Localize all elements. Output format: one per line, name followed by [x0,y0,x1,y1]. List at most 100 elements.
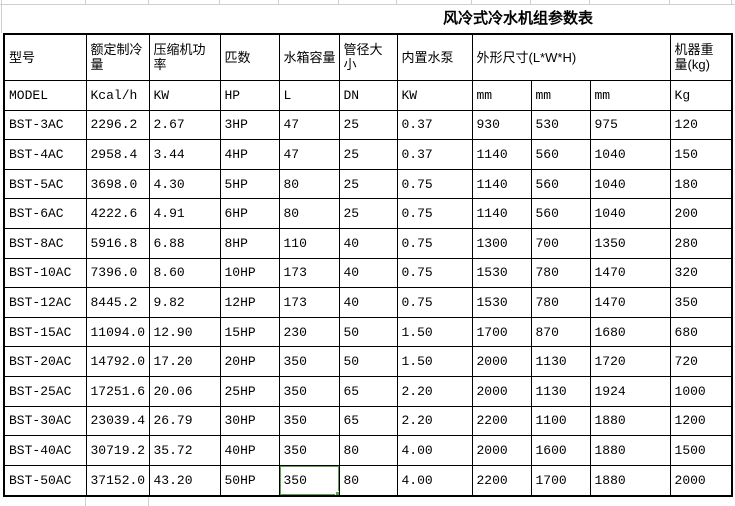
value-cell[interactable]: 173 [278,257,340,289]
value-cell[interactable]: 30HP [219,405,280,437]
value-cell[interactable]: 5HP [219,168,280,200]
value-cell[interactable]: 20.06 [148,375,221,407]
value-cell[interactable]: 2000 [471,435,532,466]
value-cell[interactable]: 12HP [219,287,280,318]
value-cell[interactable]: 50 [338,316,398,348]
value-cell[interactable]: 1600 [530,435,591,466]
value-cell[interactable]: 530 [530,109,591,141]
model-cell[interactable]: BST-15AC [3,316,87,348]
value-cell[interactable]: 2000 [471,375,532,407]
value-cell[interactable]: 120 [669,109,733,141]
value-cell[interactable]: 0.75 [396,168,473,200]
value-cell[interactable]: 4HP [219,139,280,170]
value-cell[interactable]: 2000 [669,464,733,497]
value-cell[interactable]: 30719.2 [85,435,150,466]
value-cell[interactable]: 1040 [589,139,671,170]
value-cell[interactable]: 0.75 [396,257,473,289]
value-cell[interactable]: 1880 [589,464,671,497]
value-cell[interactable]: 720 [669,346,733,377]
value-cell[interactable]: 560 [530,139,591,170]
value-cell[interactable]: 320 [669,257,733,289]
value-cell[interactable]: 780 [530,287,591,318]
value-cell[interactable]: 40 [338,287,398,318]
value-cell[interactable]: 7396.0 [85,257,150,289]
value-cell[interactable]: 2200 [471,405,532,437]
value-cell[interactable]: 1000 [669,375,733,407]
value-cell[interactable]: 26.79 [148,405,221,437]
unit-header[interactable]: KW [148,79,221,111]
unit-header[interactable]: DN [338,79,398,111]
column-header[interactable]: 外形尺寸(L*W*H) [471,33,671,81]
value-cell[interactable]: 180 [669,168,733,200]
unit-header[interactable]: MODEL [3,79,87,111]
value-cell[interactable]: 230 [278,316,340,348]
unit-header[interactable]: Kcal/h [85,79,150,111]
value-cell[interactable]: 8HP [219,227,280,259]
value-cell[interactable]: 350 [669,287,733,318]
value-cell[interactable]: 1140 [471,139,532,170]
value-cell[interactable]: 1300 [471,227,532,259]
value-cell[interactable]: 37152.0 [85,464,150,497]
value-cell[interactable]: 350 [278,405,340,437]
value-cell[interactable]: 1130 [530,346,591,377]
value-cell[interactable]: 2958.4 [85,139,150,170]
value-cell[interactable]: 0.37 [396,139,473,170]
value-cell[interactable]: 50HP [219,464,280,497]
value-cell[interactable]: 1700 [530,464,591,497]
value-cell[interactable]: 80 [338,435,398,466]
value-cell[interactable]: 0.75 [396,227,473,259]
value-cell[interactable]: 40 [338,257,398,289]
value-cell[interactable]: 35.72 [148,435,221,466]
model-cell[interactable]: BST-8AC [3,227,87,259]
value-cell[interactable]: 560 [530,198,591,229]
value-cell[interactable]: 40 [338,227,398,259]
value-cell[interactable]: 1130 [530,375,591,407]
value-cell[interactable]: 6HP [219,198,280,229]
value-cell[interactable]: 1.50 [396,316,473,348]
selected-cell[interactable]: 350 [278,464,340,497]
value-cell[interactable]: 1040 [589,198,671,229]
value-cell[interactable]: 0.75 [396,287,473,318]
value-cell[interactable]: 150 [669,139,733,170]
value-cell[interactable]: 65 [338,405,398,437]
value-cell[interactable]: 780 [530,257,591,289]
value-cell[interactable]: 2200 [471,464,532,497]
column-header[interactable]: 型号 [3,33,87,81]
value-cell[interactable]: 0.75 [396,198,473,229]
value-cell[interactable]: 80 [278,198,340,229]
unit-header[interactable]: mm [471,79,532,111]
value-cell[interactable]: 1680 [589,316,671,348]
model-cell[interactable]: BST-3AC [3,109,87,141]
unit-header[interactable]: HP [219,79,280,111]
value-cell[interactable]: 3HP [219,109,280,141]
value-cell[interactable]: 3.44 [148,139,221,170]
value-cell[interactable]: 1880 [589,405,671,437]
value-cell[interactable]: 930 [471,109,532,141]
value-cell[interactable]: 1470 [589,287,671,318]
value-cell[interactable]: 1100 [530,405,591,437]
value-cell[interactable]: 12.90 [148,316,221,348]
value-cell[interactable]: 17251.6 [85,375,150,407]
model-cell[interactable]: BST-30AC [3,405,87,437]
value-cell[interactable]: 17.20 [148,346,221,377]
value-cell[interactable]: 25 [338,168,398,200]
value-cell[interactable]: 50 [338,346,398,377]
value-cell[interactable]: 8.60 [148,257,221,289]
value-cell[interactable]: 20HP [219,346,280,377]
value-cell[interactable]: 15HP [219,316,280,348]
value-cell[interactable]: 25HP [219,375,280,407]
value-cell[interactable]: 1530 [471,257,532,289]
model-cell[interactable]: BST-40AC [3,435,87,466]
column-header[interactable]: 内置水泵 [396,33,473,81]
value-cell[interactable]: 280 [669,227,733,259]
value-cell[interactable]: 700 [530,227,591,259]
column-header[interactable]: 管径大小 [338,33,398,81]
value-cell[interactable]: 1.50 [396,346,473,377]
model-cell[interactable]: BST-50AC [3,464,87,497]
value-cell[interactable]: 6.88 [148,227,221,259]
value-cell[interactable]: 2.20 [396,375,473,407]
unit-header[interactable]: mm [589,79,671,111]
value-cell[interactable]: 4.00 [396,464,473,497]
value-cell[interactable]: 2.67 [148,109,221,141]
value-cell[interactable]: 1470 [589,257,671,289]
